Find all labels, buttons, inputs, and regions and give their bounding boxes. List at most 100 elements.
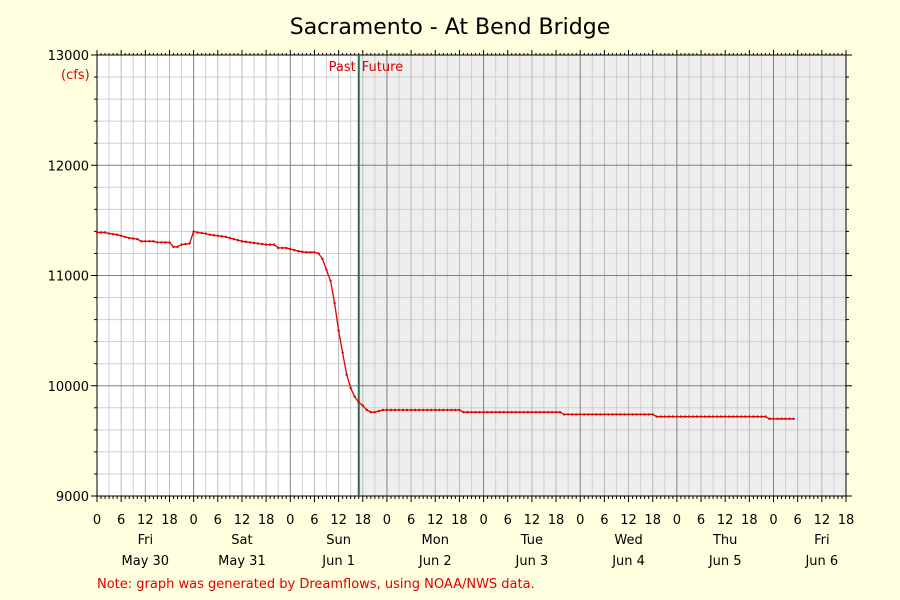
flow-point [405, 408, 409, 412]
flow-point [679, 415, 683, 418]
flow-point [474, 411, 477, 414]
x-tick-label: 6 [117, 513, 125, 528]
y-tick-label: 9000 [56, 490, 89, 505]
flow-point [111, 232, 115, 236]
y-tick-label: 11000 [48, 270, 89, 285]
x-tick-label: 6 [407, 513, 415, 528]
flow-point [438, 408, 441, 412]
x-tick-label: 18 [838, 513, 855, 528]
flow-point [361, 404, 364, 407]
flow-point [683, 415, 687, 418]
x-tick-label: 12 [137, 513, 154, 528]
flow-point [317, 252, 320, 255]
flow-point [728, 415, 731, 418]
flow-point [542, 411, 546, 414]
flow-point [667, 415, 671, 418]
flow-point [140, 240, 143, 243]
flow-point [623, 413, 626, 416]
day-date-label: May 31 [218, 554, 266, 569]
flow-point [631, 413, 634, 416]
x-tick-label: 0 [673, 513, 681, 528]
flow-point [240, 240, 244, 243]
data-source-note: Note: graph was generated by Dreamflows,… [97, 577, 535, 592]
flow-point [244, 240, 248, 244]
flow-point [164, 241, 167, 244]
flow-point [558, 411, 562, 414]
flow-point [297, 250, 300, 253]
flow-point [268, 243, 272, 246]
flow-point [309, 251, 312, 254]
flow-point [554, 411, 558, 414]
flow-point [659, 415, 662, 418]
flow-point [744, 415, 747, 418]
flow-point [687, 415, 691, 418]
flow-point [748, 415, 751, 418]
flow-point [216, 234, 220, 238]
flow-point [293, 248, 296, 252]
flow-point [643, 413, 646, 416]
flow-point [723, 415, 727, 418]
x-tick-label: 18 [451, 513, 468, 528]
flow-point [421, 408, 425, 412]
day-weekday-label: Tue [520, 533, 543, 548]
flow-point [611, 413, 614, 416]
flow-point [647, 413, 650, 416]
y-tick-label: 12000 [48, 159, 89, 174]
x-tick-label: 18 [644, 513, 661, 528]
flow-point [671, 415, 675, 418]
flow-point [715, 415, 719, 418]
x-tick-label: 0 [576, 513, 584, 528]
x-tick-label: 6 [794, 513, 802, 528]
flow-point [587, 413, 590, 416]
day-weekday-label: Wed [614, 533, 642, 548]
flow-point [132, 237, 135, 240]
flow-point [442, 408, 445, 412]
flow-point [313, 251, 316, 254]
flow-point [772, 417, 775, 421]
flow-point [252, 241, 256, 245]
flow-point [188, 242, 191, 245]
flow-point [212, 234, 215, 237]
flow-point [148, 240, 151, 243]
flow-point [168, 241, 171, 244]
y-tick-label: 13000 [48, 49, 89, 64]
flow-point [434, 408, 437, 412]
flow-point [498, 411, 501, 414]
flow-point [788, 417, 791, 421]
flow-point [546, 411, 550, 414]
flow-point [144, 240, 147, 243]
x-tick-label: 12 [814, 513, 831, 528]
flow-point [373, 411, 377, 414]
flow-point [385, 408, 389, 412]
x-tick-label: 12 [620, 513, 637, 528]
flow-point [184, 242, 187, 246]
flow-point [514, 411, 517, 414]
flow-point [703, 415, 707, 418]
y-tick-label: 10000 [48, 380, 89, 395]
plot-area: 9000 10000 11000 12000 13000 0 6 12 18 0 6 12 18 0 6 12… [48, 49, 855, 569]
flow-point [603, 413, 606, 416]
x-tick-label: 0 [769, 513, 777, 528]
flow-point [550, 411, 554, 414]
flow-point [466, 411, 469, 414]
x-tick-label: 18 [741, 513, 758, 528]
flow-point [752, 415, 755, 418]
flow-point [123, 235, 127, 239]
flow-point [236, 239, 240, 242]
flow-point [349, 386, 352, 390]
chart-title: Sacramento - At Bend Bridge [290, 15, 611, 40]
x-tick-label: 6 [214, 513, 222, 528]
flow-point [490, 411, 493, 414]
flow-point [583, 413, 586, 416]
flow-point [780, 417, 783, 421]
flow-point [695, 415, 699, 418]
flow-point [482, 411, 485, 414]
day-date-label: Jun 4 [611, 554, 645, 569]
flow-point [675, 415, 679, 418]
flow-point [220, 235, 224, 238]
flow-point [272, 243, 276, 246]
x-tick-label: 6 [504, 513, 512, 528]
flow-point [128, 236, 131, 240]
